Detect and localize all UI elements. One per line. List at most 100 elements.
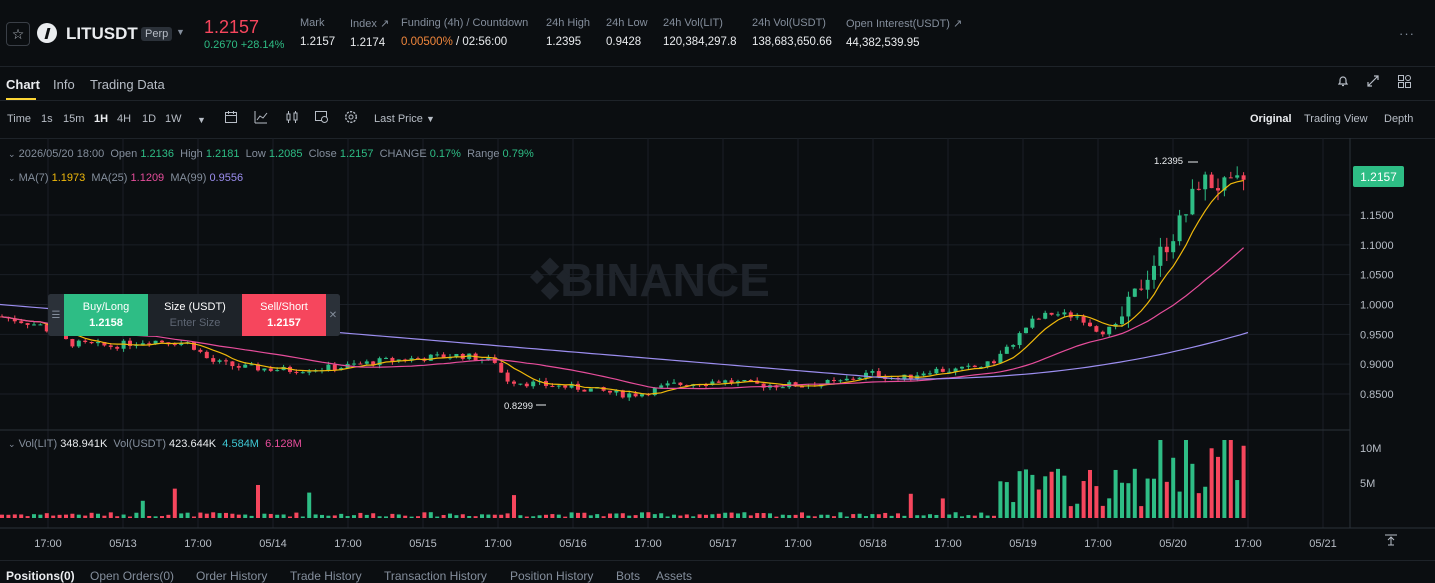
volume-bar xyxy=(1088,469,1092,518)
interval-15m[interactable]: 15m xyxy=(63,113,85,125)
favorite-star-icon[interactable]: ☆ xyxy=(6,22,30,46)
candle-body xyxy=(870,371,875,373)
candle-type-icon[interactable] xyxy=(285,110,299,127)
tab-open-orders[interactable]: Open Orders(0) xyxy=(90,569,175,583)
volume-bar xyxy=(179,513,184,518)
candle-body xyxy=(102,342,107,346)
candle-body xyxy=(979,366,984,368)
expand-icon[interactable] xyxy=(1366,74,1380,91)
volume-bar xyxy=(966,515,971,518)
volume-bar xyxy=(544,514,548,518)
stat-24h-vol-lit: 24h Vol(LIT) 120,384,297.8 xyxy=(663,17,737,48)
volume-bar xyxy=(1203,486,1208,518)
tab-assets[interactable]: Assets xyxy=(656,569,693,583)
stat-index[interactable]: Index ↗ 1.2174 xyxy=(350,18,390,49)
candle-body xyxy=(147,343,152,345)
volume-bar xyxy=(691,516,696,518)
sell-short-button[interactable]: Sell/Short 1.2157 xyxy=(242,294,326,336)
interval-1w[interactable]: 1W xyxy=(165,113,182,125)
view-trading-view[interactable]: Trading View xyxy=(1304,113,1368,125)
volume-bar xyxy=(806,515,811,518)
volume-bar xyxy=(236,514,241,518)
price-type-select[interactable]: Last Price ▼ xyxy=(374,113,435,125)
symbol-dropdown-caret-icon[interactable]: ▼ xyxy=(176,27,185,37)
volume-bar xyxy=(640,512,644,518)
volume-bar xyxy=(1235,480,1240,518)
volume-bar xyxy=(435,516,440,518)
tab-order-history[interactable]: Order History xyxy=(196,569,268,583)
gear-icon[interactable] xyxy=(344,110,358,127)
candle-body xyxy=(19,321,24,324)
candle-body xyxy=(275,370,280,372)
candle-body xyxy=(665,383,670,386)
more-options-icon[interactable]: ··· xyxy=(1399,26,1415,41)
tab-info[interactable]: Info xyxy=(53,77,75,92)
volume-bar xyxy=(652,514,657,518)
volume-bar xyxy=(1107,498,1112,518)
candle-body xyxy=(326,364,331,371)
time-axis-label: 17:00 xyxy=(334,538,362,550)
layout-grid-icon[interactable] xyxy=(1397,74,1412,92)
interval-time[interactable]: Time xyxy=(7,113,32,125)
time-axis-label: 17:00 xyxy=(1084,538,1112,550)
candle-body xyxy=(1145,279,1150,290)
candle-body xyxy=(192,342,196,350)
view-original[interactable]: Original xyxy=(1250,113,1292,125)
volume-bar xyxy=(608,513,612,518)
interval-dropdown-caret-icon[interactable]: ▼ xyxy=(197,115,206,125)
interval-1h[interactable]: 1H xyxy=(94,113,109,125)
drag-handle-icon[interactable]: ☰ xyxy=(48,294,64,336)
volume-bar xyxy=(646,512,651,518)
chart-settings-icon[interactable] xyxy=(314,110,329,127)
candle-body xyxy=(998,353,1003,364)
calendar-icon[interactable] xyxy=(224,110,238,127)
volume-bar xyxy=(876,514,881,518)
candle-body xyxy=(1043,312,1048,319)
candle-body xyxy=(1024,327,1028,334)
volume-bar xyxy=(480,514,484,518)
interval-1s[interactable]: 1s xyxy=(41,113,53,125)
tab-transaction-history[interactable]: Transaction History xyxy=(384,569,487,583)
price-chart[interactable]: BINANCE 1.1500 1.1000 1.0500 1.0000 0.9500 0.… xyxy=(0,138,1435,560)
candle-body xyxy=(972,365,977,368)
candle-body xyxy=(1216,188,1220,191)
ma-legend: ⌄ MA(7) 1.1973 MA(25) 1.1209 MA(99) 0.95… xyxy=(8,172,244,184)
tab-trading-data[interactable]: Trading Data xyxy=(90,77,165,92)
candle-body xyxy=(1171,241,1176,253)
candle-body xyxy=(569,383,574,388)
candle-body xyxy=(268,368,273,371)
tab-chart[interactable]: Chart xyxy=(6,77,40,92)
interval-4h[interactable]: 4H xyxy=(117,113,132,125)
candle-body xyxy=(864,372,868,378)
view-depth[interactable]: Depth xyxy=(1384,113,1414,125)
candle-body xyxy=(921,373,926,376)
buy-long-button[interactable]: Buy/Long 1.2158 xyxy=(64,294,148,336)
tab-trade-history[interactable]: Trade History xyxy=(290,569,362,583)
volume-bar xyxy=(1152,478,1156,518)
candle-body xyxy=(966,365,971,367)
candle-body xyxy=(217,360,222,362)
volume-bar xyxy=(108,512,113,518)
volume-bar xyxy=(339,513,344,518)
volume-bar xyxy=(723,512,728,518)
stat-24h-low: 24h Low 0.9428 xyxy=(606,17,648,48)
size-input[interactable]: Size (USDT) Enter Size xyxy=(148,294,242,336)
interval-1d[interactable]: 1D xyxy=(142,113,157,125)
volume-bar xyxy=(787,515,792,518)
candle-body xyxy=(256,364,260,371)
bell-icon[interactable] xyxy=(1336,74,1350,91)
price-axis-label: 1.0500 xyxy=(1360,270,1394,282)
price-axis-label: 1.0000 xyxy=(1360,300,1394,312)
stat-open-interest[interactable]: Open Interest(USDT) ↗ 44,382,539.95 xyxy=(846,18,963,49)
indicator-icon[interactable] xyxy=(254,110,268,127)
candle-body xyxy=(1228,177,1233,179)
symbol-name[interactable]: LITUSDT xyxy=(66,24,138,43)
volume-bar xyxy=(89,512,94,518)
tab-positions[interactable]: Positions(0) xyxy=(6,569,75,583)
tab-bots[interactable]: Bots xyxy=(616,569,641,583)
tab-position-history[interactable]: Position History xyxy=(510,569,594,583)
price-axis-label: 0.9500 xyxy=(1360,329,1394,341)
volume-bar xyxy=(940,498,945,518)
candle-body xyxy=(172,344,177,346)
close-icon[interactable]: ✕ xyxy=(326,294,340,336)
